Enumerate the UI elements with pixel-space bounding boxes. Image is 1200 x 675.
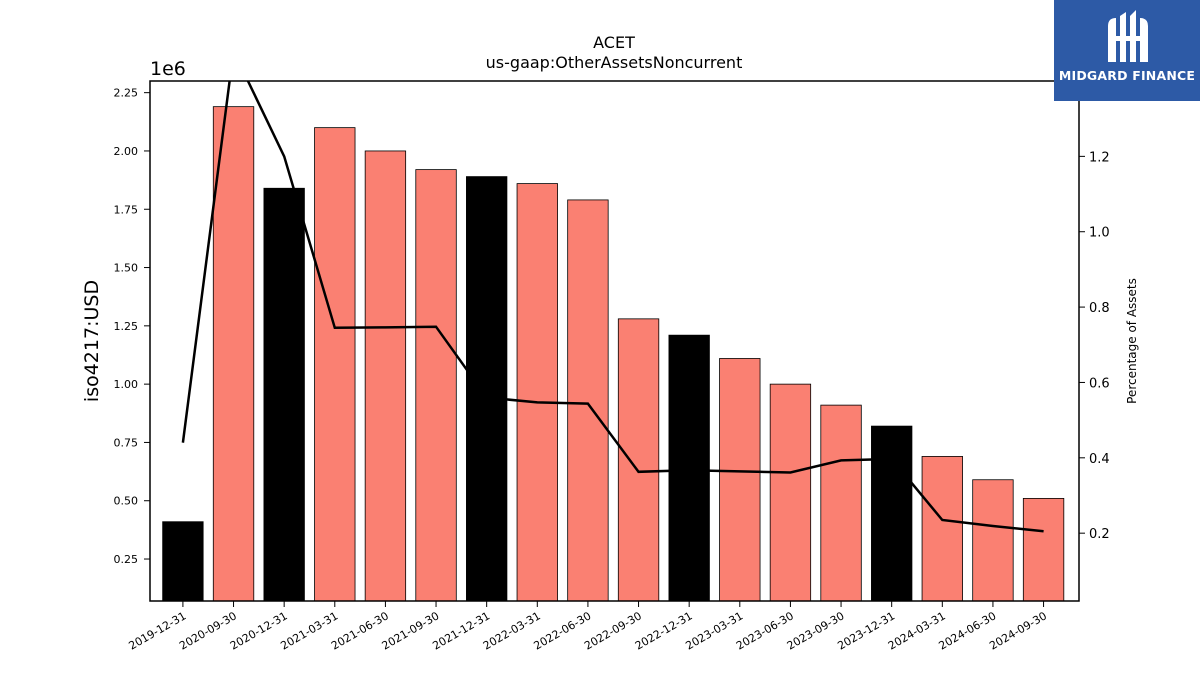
bar-2023-09-30 [820,404,862,602]
line-layer [181,81,1044,533]
y2-tick-label: 0.8 [1089,301,1110,316]
bar-2024-09-30 [1022,497,1065,602]
chart-title: ACET [593,33,635,52]
y-tick-label: 1.00 [114,378,139,391]
percentage-line [181,81,1044,533]
y-tick-label: 2.00 [114,145,139,158]
y2-tick-label: 1.0 [1089,226,1110,241]
midgard-finance-logo: MIDGARD FINANCE [1054,0,1200,101]
bars-group [162,106,1065,602]
bar-2019-12-31 [162,521,204,602]
bar-2023-06-30 [769,383,812,602]
y2-tick-label: 0.6 [1089,376,1110,391]
y2-axis-label: Percentage of Assets [1125,278,1139,404]
y-tick-label: 2.25 [114,87,139,100]
bar-2022-06-30 [567,199,609,602]
y-tick-label: 1.75 [114,203,139,216]
y-tick-label: 1.50 [114,262,139,275]
y-tick-label: 1.25 [114,320,139,333]
y-tick-label: 0.75 [114,436,139,449]
chart-subtitle: us-gaap:OtherAssetsNoncurrent [486,53,743,72]
bar-2021-06-30 [364,150,407,602]
y2-tick-label: 0.4 [1089,452,1110,467]
bar-2023-03-31 [719,358,761,602]
bar-2022-03-31 [516,183,558,602]
y-axis-ticks: 0.25 0.50 0.75 1.00 1.25 1.50 1.75 2.00 2.25 [114,87,150,566]
bar-2024-03-31 [921,456,963,602]
logo-text: MIDGARD FINANCE [1058,68,1196,83]
y-scale-label: 1e6 [150,58,186,80]
x-tick-label: 2024-09-30 [987,609,1049,652]
y2-tick-label: 1.2 [1089,150,1110,165]
bar-2021-12-31 [466,176,508,602]
midgard-logo-icon [1108,10,1148,62]
bar-2024-06-30 [972,479,1014,602]
y2-tick-label: 0.2 [1089,527,1110,542]
bar-2020-09-30 [212,106,255,602]
x-axis-ticks: 2019-12-312020-09-302020-12-312021-03-31… [127,601,1049,653]
y-axis-label: iso4217:USD [81,280,103,402]
plot-frame [149,80,1080,602]
bar-2021-03-31 [314,127,356,602]
bar-2023-12-31 [871,425,913,602]
bar-2022-09-30 [617,318,660,602]
y2-axis-ticks: 0.2 0.4 0.6 0.8 1.0 1.2 [1079,150,1110,542]
y-tick-label: 0.25 [114,553,139,566]
bar-2021-09-30 [415,169,457,602]
bar-2020-12-31 [263,187,305,602]
bar-2022-12-31 [668,334,710,602]
y-tick-label: 0.50 [114,495,139,508]
